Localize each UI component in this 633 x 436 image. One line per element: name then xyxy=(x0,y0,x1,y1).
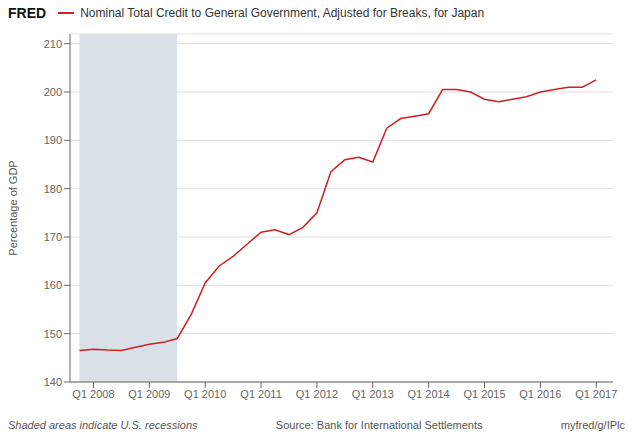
svg-text:140: 140 xyxy=(44,376,62,388)
svg-text:Q1 2014: Q1 2014 xyxy=(408,388,450,400)
svg-text:200: 200 xyxy=(44,86,62,98)
html-text:Source: Bank for International: Source: Bank for International Settlemen… xyxy=(275,419,483,431)
svg-text:Q1 2013: Q1 2013 xyxy=(352,388,394,400)
svg-text:Q1 2010: Q1 2010 xyxy=(184,388,226,400)
html-text:myfred/g/IPlc: myfred/g/IPlc xyxy=(560,419,625,431)
svg-text:210: 210 xyxy=(44,38,62,50)
html-text:FRED: FRED xyxy=(8,5,47,21)
svg-text:Q1 2016: Q1 2016 xyxy=(519,388,561,400)
html-text:Nominal Total Credit to Genera: Nominal Total Credit to General Governme… xyxy=(80,6,485,20)
svg-text:Q1 2015: Q1 2015 xyxy=(463,388,505,400)
svg-text:160: 160 xyxy=(44,279,62,291)
svg-text:Q1 2012: Q1 2012 xyxy=(296,388,338,400)
svg-text:Q1 2009: Q1 2009 xyxy=(128,388,170,400)
svg-text:Q1 2008: Q1 2008 xyxy=(72,388,114,400)
html-text:Shaded areas indicate U.S. rec: Shaded areas indicate U.S. recessions xyxy=(8,419,198,431)
svg-text:180: 180 xyxy=(44,183,62,195)
svg-text:Q1 2017: Q1 2017 xyxy=(575,388,617,400)
svg-text:170: 170 xyxy=(44,231,62,243)
svg-text:Percentage of GDP: Percentage of GDP xyxy=(8,160,19,255)
svg-text:150: 150 xyxy=(44,328,62,340)
svg-text:190: 190 xyxy=(44,134,62,146)
svg-text:Q1 2011: Q1 2011 xyxy=(240,388,281,400)
